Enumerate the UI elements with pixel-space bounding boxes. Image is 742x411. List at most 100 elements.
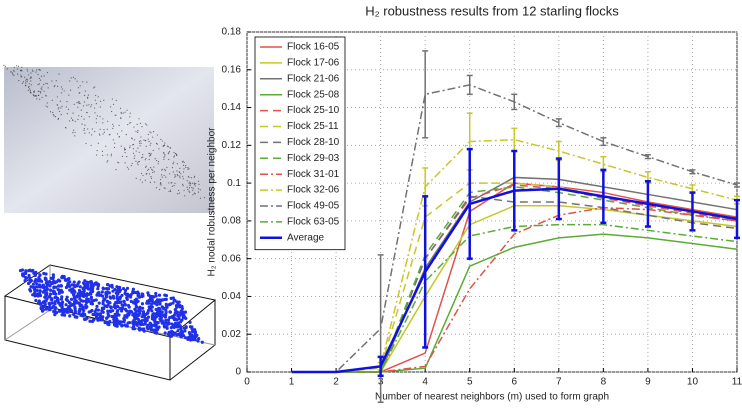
photo-dot (132, 152, 135, 154)
photo-dot (167, 153, 169, 155)
model-dot (43, 289, 47, 293)
photo-dot (11, 72, 13, 74)
photo-dot (176, 154, 178, 157)
photo-dot (155, 142, 158, 144)
photo-dot (112, 125, 115, 127)
photo-dot (126, 109, 128, 111)
photo-dot (46, 102, 48, 104)
photo-dot (38, 77, 40, 79)
photo-dot (136, 162, 138, 164)
photo-dot (197, 188, 200, 190)
model-dot (159, 312, 163, 316)
model-dot (169, 326, 173, 330)
photo-dot (94, 107, 96, 109)
model-dot (154, 312, 158, 316)
photo-dot (114, 142, 116, 144)
model-dot (46, 282, 50, 286)
model-dot (87, 310, 91, 314)
photo-dot (86, 81, 88, 83)
model-dot (129, 295, 133, 299)
model-dot (96, 318, 100, 322)
photo-dot (182, 171, 185, 173)
photo-dot (182, 185, 184, 187)
model-dot (141, 306, 145, 310)
photo-dot (166, 166, 168, 169)
model-dot (115, 312, 120, 316)
photo-dot (161, 168, 163, 170)
model-dot (144, 317, 148, 321)
model-dot (75, 315, 79, 319)
y-tick-label: 0.06 (222, 253, 242, 264)
model-dot (75, 294, 80, 298)
photo-dot (95, 103, 97, 105)
photo-dot (103, 99, 105, 101)
photo-dot (188, 190, 190, 192)
model-dot (166, 318, 171, 322)
model-dot (127, 320, 132, 325)
photo-dot (129, 145, 131, 147)
model-dot (104, 316, 109, 320)
model-dot (141, 328, 145, 332)
photo-dot (46, 71, 48, 74)
photo-dot (87, 128, 89, 130)
x-tick-label: 0 (244, 377, 250, 388)
photo-dot (152, 169, 154, 171)
photo-dot (59, 110, 61, 113)
photo-dot (175, 175, 177, 177)
photo-dot (188, 191, 191, 193)
photo-dot (39, 98, 41, 100)
model-dot (124, 314, 128, 318)
model-dot (190, 325, 194, 329)
error-bar (377, 254, 384, 403)
model-dot (84, 303, 88, 307)
photo-dot (80, 109, 82, 111)
model-dot (48, 292, 53, 296)
model-dot (111, 289, 115, 293)
photo-dot (184, 165, 187, 167)
photo-dot (118, 136, 120, 138)
photo-dot (26, 68, 28, 70)
photo-dot (58, 107, 60, 109)
photo-dot (135, 150, 137, 152)
photo-dot (154, 158, 156, 160)
photo-dot (51, 80, 53, 82)
photo-dot (120, 145, 122, 147)
model-dot (53, 300, 57, 304)
model-dot (150, 294, 154, 299)
model-dot (189, 334, 193, 338)
model-dot (77, 288, 82, 293)
photo-dot (135, 177, 137, 179)
photo-dot (187, 168, 189, 171)
photo-dot (169, 189, 171, 191)
model-dot (158, 307, 162, 311)
photo-dot (60, 114, 62, 116)
photo-dot (16, 68, 18, 70)
photo-dot (130, 164, 132, 167)
model-dot (100, 317, 104, 322)
photo-dot (37, 83, 39, 86)
photo-dot (115, 99, 117, 102)
photo-dot (39, 92, 42, 94)
photo-dot (65, 106, 67, 108)
model-dot (96, 287, 100, 291)
photo-dot (113, 146, 116, 149)
photo-dot (137, 164, 139, 166)
photo-dot (192, 189, 194, 191)
photo-dot (166, 145, 169, 147)
photo-dot (188, 168, 190, 170)
photo-dot (199, 189, 201, 191)
photo-dot (144, 179, 146, 181)
photo-dot (189, 184, 191, 187)
model-dot (193, 330, 198, 334)
photo-dot (39, 91, 42, 93)
model-dot (102, 306, 106, 311)
model-dot (116, 304, 120, 309)
photo-dot (153, 166, 155, 168)
model-dot (42, 285, 46, 290)
model-dot (120, 293, 124, 298)
photo-dot (88, 116, 90, 118)
y-axis-title: H₂ nodal robustness per neighbor (207, 127, 218, 277)
model-dot (101, 310, 105, 314)
photo-dot (95, 94, 97, 97)
photo-dot (146, 124, 148, 126)
